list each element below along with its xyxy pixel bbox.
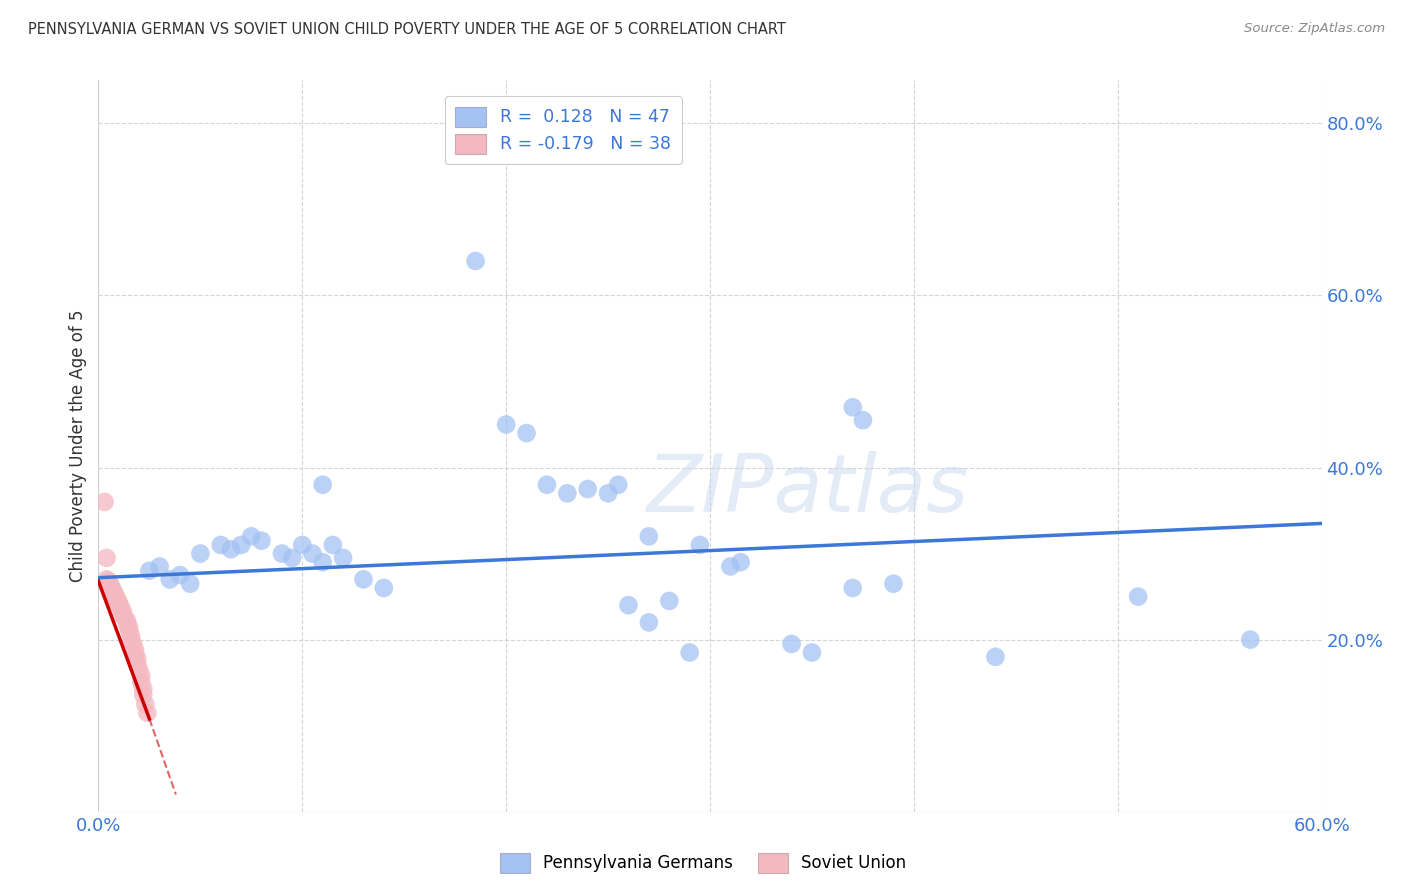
- Point: [122, 637, 145, 651]
- Point: [101, 582, 124, 597]
- Point: [118, 620, 141, 634]
- Text: ZIPatlas: ZIPatlas: [647, 450, 969, 529]
- Point: [128, 663, 150, 677]
- Point: [127, 657, 149, 671]
- Point: [108, 598, 131, 612]
- Point: [312, 477, 335, 491]
- Point: [637, 615, 661, 630]
- Point: [617, 598, 640, 612]
- Point: [730, 555, 752, 569]
- Point: [332, 550, 354, 565]
- Point: [801, 646, 824, 660]
- Point: [149, 559, 172, 574]
- Point: [108, 596, 131, 610]
- Point: [598, 486, 620, 500]
- Y-axis label: Child Poverty Under the Age of 5: Child Poverty Under the Age of 5: [69, 310, 87, 582]
- Point: [97, 574, 120, 588]
- Point: [270, 547, 294, 561]
- Point: [188, 547, 212, 561]
- Point: [637, 529, 661, 543]
- Point: [96, 550, 118, 565]
- Point: [114, 611, 136, 625]
- Point: [291, 538, 314, 552]
- Point: [159, 573, 181, 587]
- Point: [120, 632, 142, 647]
- Point: [495, 417, 517, 432]
- Point: [104, 587, 127, 601]
- Point: [536, 477, 558, 491]
- Point: [984, 649, 1007, 664]
- Point: [240, 529, 263, 543]
- Point: [101, 585, 124, 599]
- Point: [97, 576, 120, 591]
- Point: [464, 254, 486, 268]
- Point: [219, 542, 242, 557]
- Point: [841, 581, 863, 595]
- Point: [852, 413, 875, 427]
- Point: [718, 559, 742, 574]
- Point: [607, 477, 630, 491]
- Point: [110, 599, 132, 614]
- Point: [129, 669, 152, 683]
- Point: [250, 533, 273, 548]
- Point: [1128, 590, 1150, 604]
- Point: [115, 617, 138, 632]
- Point: [322, 538, 344, 552]
- Point: [679, 646, 702, 660]
- Point: [110, 602, 132, 616]
- Point: [883, 576, 905, 591]
- Point: [658, 594, 681, 608]
- Point: [780, 637, 803, 651]
- Point: [841, 401, 863, 415]
- Point: [555, 486, 579, 500]
- Point: [127, 651, 149, 665]
- Legend: R =  0.128   N = 47, R = -0.179   N = 38: R = 0.128 N = 47, R = -0.179 N = 38: [444, 96, 682, 164]
- Point: [134, 697, 156, 711]
- Point: [516, 426, 538, 441]
- Point: [111, 605, 134, 619]
- Point: [576, 482, 599, 496]
- Legend: Pennsylvania Germans, Soviet Union: Pennsylvania Germans, Soviet Union: [494, 847, 912, 880]
- Text: PENNSYLVANIA GERMAN VS SOVIET UNION CHILD POVERTY UNDER THE AGE OF 5 CORRELATION: PENNSYLVANIA GERMAN VS SOVIET UNION CHIL…: [28, 22, 786, 37]
- Point: [132, 681, 155, 696]
- Point: [105, 594, 128, 608]
- Point: [132, 688, 155, 702]
- Point: [373, 581, 395, 595]
- Point: [124, 647, 146, 661]
- Point: [115, 614, 138, 628]
- Point: [169, 568, 191, 582]
- Point: [105, 591, 128, 606]
- Point: [118, 624, 141, 638]
- Point: [136, 706, 159, 720]
- Point: [1239, 632, 1261, 647]
- Point: [93, 495, 115, 509]
- Point: [179, 576, 201, 591]
- Point: [111, 608, 134, 623]
- Text: Source: ZipAtlas.com: Source: ZipAtlas.com: [1244, 22, 1385, 36]
- Point: [100, 581, 122, 595]
- Point: [352, 573, 374, 587]
- Point: [100, 578, 122, 592]
- Point: [312, 555, 335, 569]
- Point: [231, 538, 253, 552]
- Point: [138, 564, 160, 578]
- Point: [209, 538, 232, 552]
- Point: [96, 573, 118, 587]
- Point: [124, 643, 146, 657]
- Point: [281, 550, 304, 565]
- Point: [689, 538, 711, 552]
- Point: [129, 675, 152, 690]
- Point: [301, 547, 323, 561]
- Point: [104, 590, 127, 604]
- Point: [120, 628, 142, 642]
